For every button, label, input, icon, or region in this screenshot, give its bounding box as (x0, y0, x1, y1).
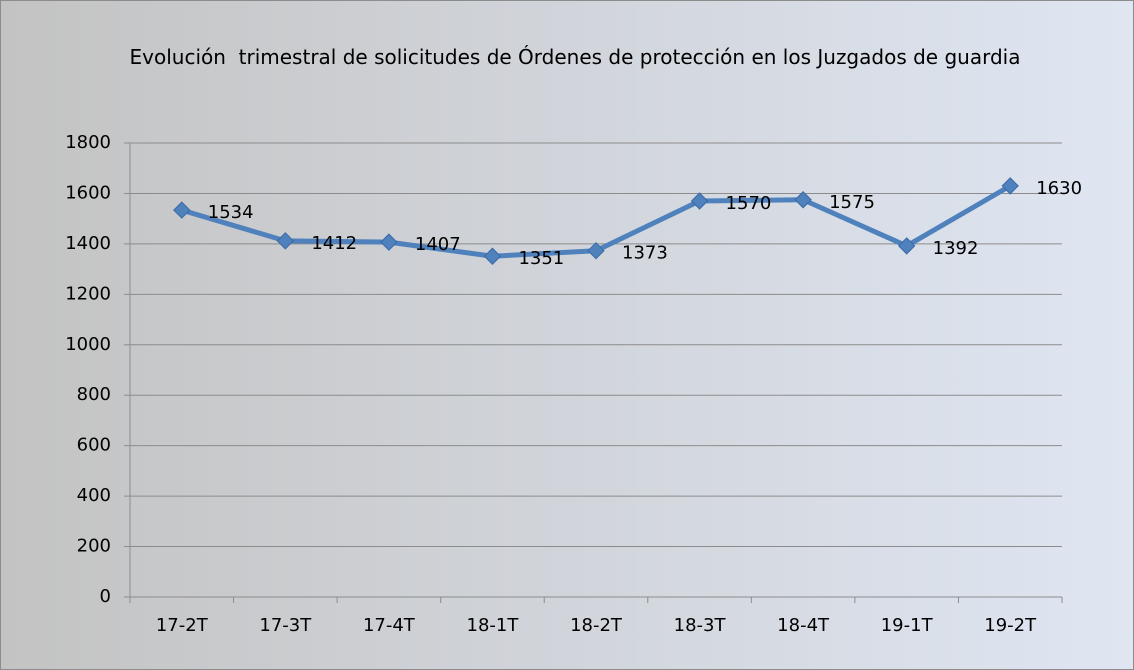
x-tick-label: 17-2T (156, 615, 209, 636)
data-label: 1630 (1036, 178, 1082, 199)
point-marker (587, 241, 605, 260)
y-tick-label: 1200 (65, 283, 111, 304)
x-tick-label: 18-2T (570, 615, 623, 636)
data-label: 1351 (518, 248, 564, 269)
y-tick-label: 400 (77, 485, 111, 506)
data-label: 1392 (933, 238, 979, 259)
point-marker (276, 232, 295, 250)
y-tick-label: 1600 (65, 182, 111, 203)
data-label: 1412 (311, 233, 357, 254)
x-tick-label: 18-4T (777, 615, 830, 636)
y-tick-label: 1800 (65, 132, 111, 153)
point-marker (380, 233, 398, 251)
x-tick-label: 17-4T (363, 615, 416, 636)
point-marker (794, 191, 812, 209)
x-tick-label: 19-2T (984, 615, 1037, 636)
x-tick-label: 18-3T (674, 615, 727, 636)
y-tick-label: 0 (100, 586, 111, 607)
y-tick-label: 1400 (65, 233, 111, 254)
data-label: 1534 (208, 202, 254, 223)
y-tick-label: 600 (77, 435, 111, 456)
point-marker (173, 201, 191, 219)
data-label: 1570 (726, 193, 772, 214)
y-tick-label: 200 (77, 536, 111, 557)
x-tick-label: 18-1T (467, 615, 520, 636)
data-label: 1575 (829, 192, 875, 213)
point-marker (1001, 177, 1019, 195)
x-tick-label: 17-3T (259, 615, 312, 636)
x-tick-label: 19-1T (881, 615, 934, 636)
point-marker (483, 247, 502, 265)
point-marker (897, 237, 916, 255)
data-label: 1407 (415, 234, 461, 255)
y-tick-label: 800 (77, 384, 111, 405)
y-tick-label: 1000 (65, 334, 111, 355)
data-label: 1373 (622, 243, 668, 264)
point-marker (690, 192, 709, 210)
chart-title: Evolución trimestral de solicitudes de Ó… (129, 45, 1021, 69)
